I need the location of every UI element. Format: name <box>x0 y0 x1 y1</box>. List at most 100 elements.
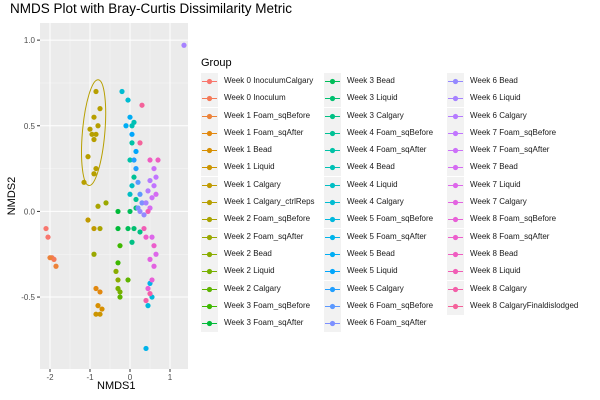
legend-key <box>201 211 218 229</box>
data-point-series-0 <box>45 234 51 240</box>
data-point-series-22 <box>119 88 125 95</box>
data-point-series-13 <box>115 260 121 266</box>
data-point-series-28 <box>137 191 143 197</box>
data-point-series-2 <box>47 255 53 261</box>
legend-label: Week 2 Liquid <box>224 266 275 276</box>
data-point-series-19 <box>129 140 135 146</box>
x-tick-label: -2 <box>46 373 54 382</box>
data-point-series-4 <box>95 303 101 309</box>
data-point-series-18 <box>133 196 139 203</box>
legend-key <box>201 228 218 246</box>
legend-key <box>201 263 218 281</box>
data-point-series-37 <box>147 256 153 262</box>
data-point-series-13 <box>117 243 123 249</box>
data-point-series-19 <box>127 157 133 163</box>
legend-key <box>324 263 341 281</box>
legend-key <box>447 142 464 160</box>
y-tick-label: 1.0 <box>24 36 36 45</box>
legend-label: Week 3 Foam_sqBefore <box>224 300 311 310</box>
legend-key <box>324 228 341 246</box>
data-point-series-24 <box>143 345 149 352</box>
legend-key <box>201 245 218 263</box>
legend-label: Week 0 Inoculum <box>224 93 286 103</box>
legend-label: Week 5 Calgary <box>347 283 404 293</box>
legend-label: Week 4 Liquid <box>347 179 398 189</box>
data-point-series-30 <box>137 208 143 215</box>
data-point-series-9 <box>103 200 109 206</box>
data-point-series-7 <box>95 123 101 129</box>
data-point-series-34 <box>151 165 157 172</box>
legend-label: Week 5 Foam_sqBefore <box>347 214 434 224</box>
legend-key <box>324 176 341 194</box>
data-point-series-42 <box>143 297 149 304</box>
data-point-series-27 <box>133 165 139 172</box>
data-point-series-3 <box>97 289 103 295</box>
legend-label: Week 4 Foam_sqBefore <box>347 127 434 137</box>
x-tick-label: -1 <box>86 373 94 382</box>
legend-key <box>324 124 341 142</box>
y-tick-label: 0.0 <box>24 207 36 216</box>
data-point-series-21 <box>129 183 135 189</box>
data-point-series-26 <box>133 148 139 155</box>
legend-label: Week 7 Liquid <box>470 179 521 189</box>
data-point-series-33 <box>151 183 157 189</box>
data-point-series-8 <box>95 203 101 209</box>
plot-panel <box>40 23 188 369</box>
data-point-series-21 <box>127 191 133 197</box>
data-point-series-22 <box>125 97 131 103</box>
legend-label: Week 2 Bead <box>224 248 272 258</box>
legend-label: Week 1 Foam_sqAfter <box>224 127 304 137</box>
data-point-series-35 <box>153 191 159 197</box>
legend-label: Week 1 Foam_sqBefore <box>224 110 311 120</box>
legend-label: Week 4 Calgary <box>347 197 404 207</box>
data-point-series-7 <box>93 165 99 172</box>
legend-key <box>201 194 218 212</box>
data-point-series-39 <box>151 243 157 249</box>
legend-label: Week 5 Bead <box>347 248 395 258</box>
legend-label: Week 3 Bead <box>347 76 395 85</box>
y-axis-label: NMDS2 <box>6 176 18 216</box>
data-point-series-43 <box>139 102 145 108</box>
data-point-series-7 <box>87 126 93 132</box>
data-point-series-5 <box>93 311 99 317</box>
legend-label: Week 8 Liquid <box>470 266 521 276</box>
y-tick-label: 0.5 <box>24 122 36 131</box>
data-point-series-9 <box>91 251 97 257</box>
legend-key <box>447 124 464 142</box>
data-point-series-38 <box>145 285 151 292</box>
data-point-series-16 <box>131 225 137 232</box>
data-point-series-2 <box>53 263 59 269</box>
data-point-series-4 <box>99 306 105 312</box>
data-point-series-41 <box>145 208 151 215</box>
legend-key <box>447 211 464 229</box>
legend-key <box>447 73 464 90</box>
legend-label: Week 3 Foam_sqAfter <box>224 318 304 328</box>
data-point-series-37 <box>151 263 157 269</box>
legend-label: Week 8 Calgary <box>470 283 527 293</box>
legend-key <box>324 315 341 333</box>
data-point-series-38 <box>149 277 155 283</box>
legend-label: Week 8 CalgaryFinaldislodged <box>470 300 579 310</box>
data-point-series-40 <box>147 157 153 163</box>
data-point-series-25 <box>127 114 133 120</box>
legend-key <box>447 90 464 108</box>
legend-label: Week 1 Bead <box>224 145 272 155</box>
legend-title: Group <box>201 57 232 69</box>
data-point-series-7 <box>91 114 97 120</box>
legend-label: Week 2 Foam_sqAfter <box>224 231 304 241</box>
legend-key <box>201 176 218 194</box>
legend-label: Week 4 Foam_sqAfter <box>347 145 427 155</box>
data-point-series-32 <box>147 177 153 184</box>
data-point-series-36 <box>149 234 155 240</box>
legend-key <box>324 297 341 315</box>
data-point-series-27 <box>131 157 137 163</box>
x-tick-label: 0 <box>128 373 133 382</box>
legend-label: Week 7 Bead <box>470 162 518 172</box>
data-point-series-42 <box>147 291 153 297</box>
legend-key <box>201 280 218 298</box>
legend-key <box>447 194 464 212</box>
confidence-ellipse <box>81 79 107 187</box>
legend-key <box>201 159 218 177</box>
legend-key <box>201 297 218 315</box>
chart-title: NMDS Plot with Bray-Curtis Dissimilarity… <box>10 1 293 16</box>
